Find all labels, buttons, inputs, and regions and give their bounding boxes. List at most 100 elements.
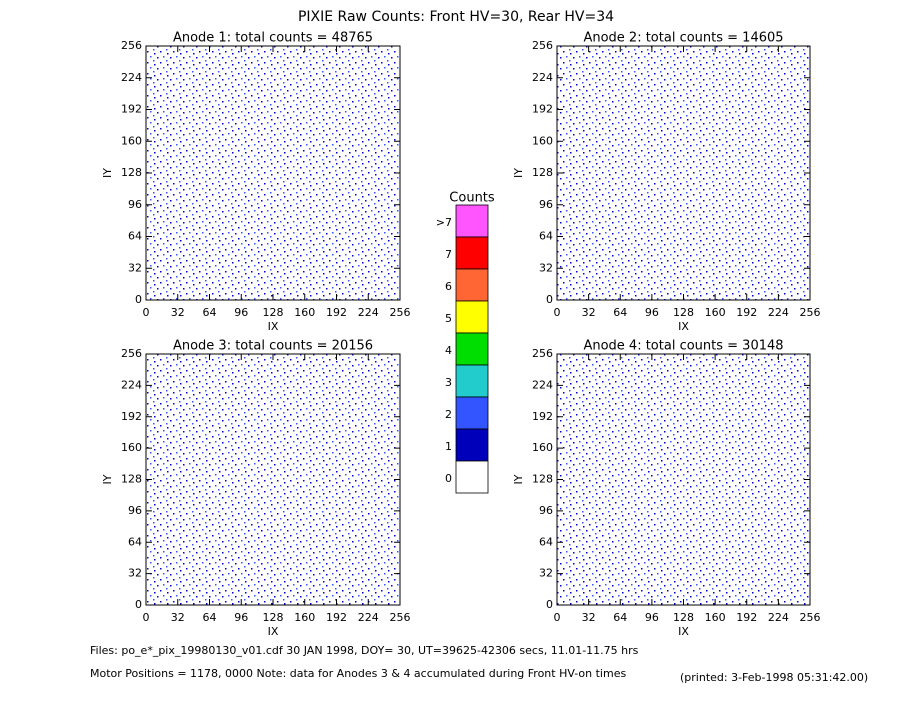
x-tick-label: 160 — [705, 306, 726, 319]
x-tick-label: 224 — [358, 306, 379, 319]
heatmap-area — [146, 354, 400, 605]
x-tick-label: 192 — [326, 306, 347, 319]
y-tick-label: 160 — [532, 441, 553, 454]
x-tick-label: 224 — [358, 611, 379, 624]
colorbar-swatch — [455, 428, 489, 462]
y-tick-label: 0 — [546, 293, 553, 306]
x-tick-label: 128 — [673, 611, 694, 624]
heatmap-area — [557, 354, 810, 605]
x-tick-label: 64 — [613, 306, 627, 319]
y-axis-label: IY — [101, 168, 114, 178]
colorbar-label: >7 — [436, 216, 452, 229]
heatmap-area — [146, 46, 400, 300]
colorbar-label: 3 — [445, 376, 452, 389]
x-axis-label: IX — [678, 625, 689, 638]
y-tick-label: 256 — [532, 347, 553, 360]
y-tick-label: 128 — [121, 473, 142, 486]
x-tick-label: 32 — [171, 306, 185, 319]
colorbar-swatch — [455, 460, 489, 494]
x-tick-label: 96 — [645, 611, 659, 624]
x-tick-label: 32 — [582, 306, 596, 319]
x-tick-label: 64 — [613, 611, 627, 624]
y-tick-label: 32 — [539, 567, 553, 580]
y-tick-label: 192 — [532, 410, 553, 423]
x-tick-label: 224 — [768, 306, 789, 319]
chart-title: Anode 3: total counts = 20156 — [173, 339, 373, 354]
heatmap-area — [557, 46, 810, 300]
y-tick-label: 96 — [128, 504, 142, 517]
x-tick-label: 160 — [705, 611, 726, 624]
y-tick-label: 96 — [539, 504, 553, 517]
y-tick-label: 256 — [532, 39, 553, 52]
y-tick-label: 128 — [532, 166, 553, 179]
y-tick-label: 224 — [121, 71, 142, 84]
y-tick-label: 160 — [121, 134, 142, 147]
x-tick-label: 128 — [263, 611, 284, 624]
colorbar-title: Counts — [449, 191, 495, 206]
y-tick-label: 96 — [539, 198, 553, 211]
y-tick-label: 256 — [121, 347, 142, 360]
x-tick-label: 192 — [326, 611, 347, 624]
x-tick-label: 128 — [263, 306, 284, 319]
colorbar-label: 5 — [445, 312, 452, 325]
footer-printed: (printed: 3-Feb-1998 05:31:42.00) — [680, 671, 868, 684]
colorbar-swatch — [455, 364, 489, 398]
y-axis-label: IY — [512, 168, 525, 178]
y-tick-label: 64 — [128, 230, 142, 243]
x-tick-label: 0 — [554, 611, 561, 624]
x-tick-label: 0 — [143, 611, 150, 624]
x-tick-label: 224 — [768, 611, 789, 624]
footer-files: Files: po_e*_pix_19980130_v01.cdf 30 JAN… — [90, 644, 639, 657]
x-tick-label: 32 — [582, 611, 596, 624]
colorbar-label: 2 — [445, 408, 452, 421]
x-tick-label: 96 — [645, 306, 659, 319]
colorbar-swatch — [455, 204, 489, 238]
y-tick-label: 224 — [121, 378, 142, 391]
y-tick-label: 32 — [128, 567, 142, 580]
x-tick-label: 96 — [234, 306, 248, 319]
y-tick-label: 192 — [121, 410, 142, 423]
x-tick-label: 160 — [294, 611, 315, 624]
x-axis-label: IX — [268, 625, 279, 638]
colorbar-swatch — [455, 268, 489, 302]
colorbar-swatch — [455, 300, 489, 334]
x-tick-label: 0 — [143, 306, 150, 319]
x-axis-label: IX — [678, 320, 689, 333]
colorbar-label: 1 — [445, 440, 452, 453]
y-tick-label: 64 — [539, 230, 553, 243]
colorbar-swatch — [455, 332, 489, 366]
x-tick-label: 64 — [203, 611, 217, 624]
y-tick-label: 0 — [135, 293, 142, 306]
y-tick-label: 256 — [121, 39, 142, 52]
y-tick-label: 64 — [539, 535, 553, 548]
y-tick-label: 96 — [128, 198, 142, 211]
y-tick-label: 128 — [532, 473, 553, 486]
x-tick-label: 256 — [800, 306, 821, 319]
x-tick-label: 64 — [203, 306, 217, 319]
chart-title: Anode 4: total counts = 30148 — [583, 339, 783, 354]
y-tick-label: 192 — [532, 103, 553, 116]
x-tick-label: 32 — [171, 611, 185, 624]
x-tick-label: 96 — [234, 611, 248, 624]
chart-title: Anode 1: total counts = 48765 — [173, 31, 373, 46]
x-tick-label: 256 — [390, 306, 411, 319]
y-tick-label: 192 — [121, 103, 142, 116]
footer-motor: Motor Positions = 1178, 0000 Note: data … — [90, 667, 626, 680]
y-tick-label: 32 — [128, 261, 142, 274]
y-tick-label: 224 — [532, 378, 553, 391]
x-tick-label: 192 — [736, 306, 757, 319]
colorbar-label: 6 — [445, 280, 452, 293]
y-tick-label: 0 — [546, 598, 553, 611]
colorbar-label: 7 — [445, 248, 452, 261]
y-tick-label: 160 — [532, 134, 553, 147]
y-axis-label: IY — [512, 474, 525, 484]
x-axis-label: IX — [268, 320, 279, 333]
page-title: PIXIE Raw Counts: Front HV=30, Rear HV=3… — [298, 9, 614, 25]
y-tick-label: 0 — [135, 598, 142, 611]
x-tick-label: 192 — [736, 611, 757, 624]
colorbar-label: 4 — [445, 344, 452, 357]
colorbar-swatch — [455, 396, 489, 430]
x-tick-label: 256 — [390, 611, 411, 624]
x-tick-label: 256 — [800, 611, 821, 624]
